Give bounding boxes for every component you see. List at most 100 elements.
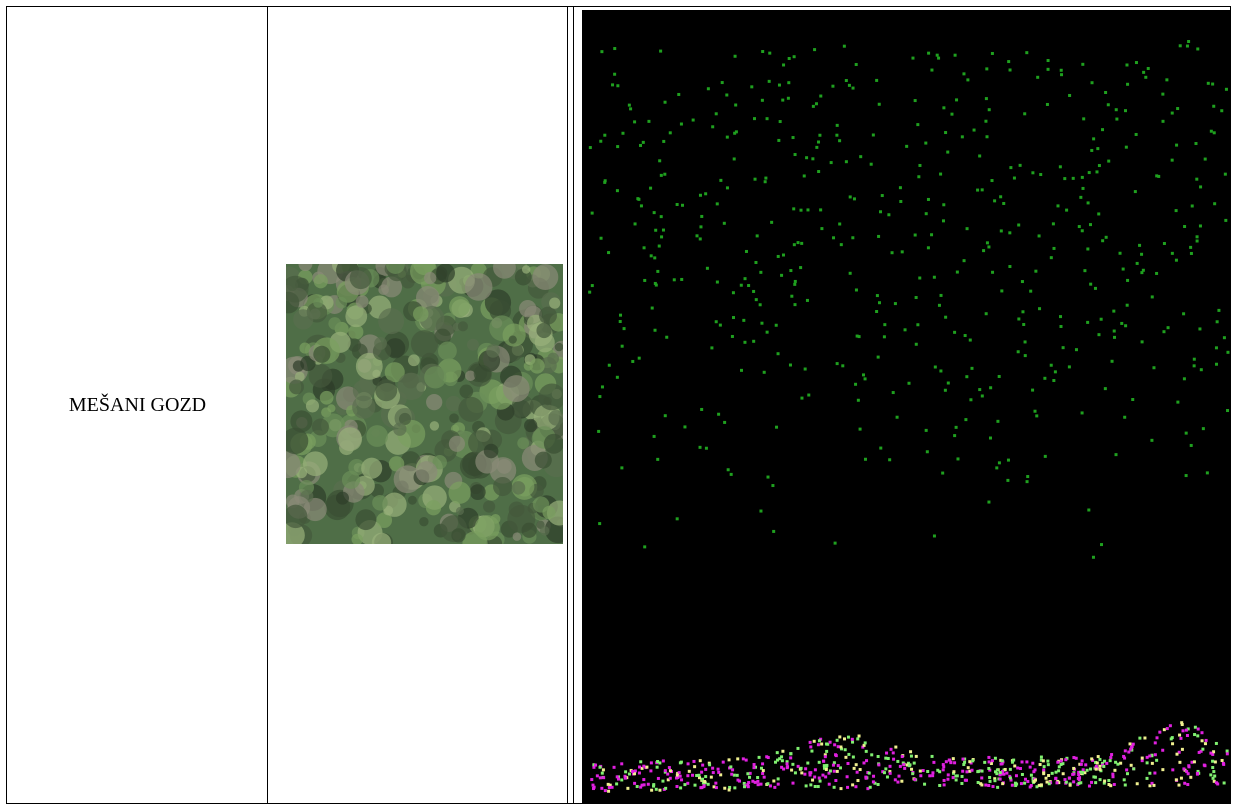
point <box>1178 761 1181 764</box>
point <box>1044 455 1047 458</box>
point <box>855 63 858 66</box>
point <box>999 195 1002 198</box>
point <box>856 771 859 774</box>
point <box>1094 781 1097 784</box>
point <box>1022 323 1025 326</box>
canopy-blob <box>449 413 459 423</box>
point <box>936 769 939 772</box>
canopy-blob <box>374 337 387 350</box>
point <box>1091 81 1094 84</box>
point <box>930 233 933 236</box>
point <box>1015 774 1018 777</box>
canopy-blob <box>335 297 347 309</box>
point <box>905 145 908 148</box>
point <box>1215 742 1218 745</box>
point <box>809 745 812 748</box>
point <box>759 303 762 306</box>
point <box>1226 750 1229 753</box>
point <box>1166 727 1169 730</box>
point <box>1191 204 1194 207</box>
point <box>913 762 916 765</box>
point <box>1125 768 1128 771</box>
canopy-blob <box>345 305 367 327</box>
point <box>964 779 967 782</box>
point <box>634 222 637 225</box>
point <box>1050 364 1053 367</box>
point <box>879 210 882 213</box>
point <box>1011 761 1014 764</box>
point <box>699 225 702 228</box>
point <box>914 99 917 102</box>
point <box>1136 782 1139 785</box>
canopy-blob <box>449 296 470 317</box>
point <box>726 186 729 189</box>
point <box>1182 767 1185 770</box>
point <box>862 761 865 764</box>
point <box>734 55 737 58</box>
point <box>1105 236 1108 239</box>
point <box>1065 209 1068 212</box>
point <box>927 246 930 249</box>
point <box>1063 177 1066 180</box>
point <box>717 413 720 416</box>
point <box>947 773 950 776</box>
point <box>680 278 683 281</box>
point <box>777 783 780 786</box>
point <box>591 212 594 215</box>
point <box>620 762 623 765</box>
image-background <box>582 10 1231 804</box>
point <box>1189 246 1192 249</box>
point <box>623 327 626 330</box>
point <box>1175 209 1178 212</box>
point <box>1023 112 1026 115</box>
point <box>1007 60 1010 63</box>
point <box>1035 414 1038 417</box>
point <box>700 408 703 411</box>
point <box>1046 760 1049 763</box>
point <box>937 57 940 60</box>
point <box>1193 733 1196 736</box>
point <box>817 743 820 746</box>
point <box>1201 739 1204 742</box>
point <box>1072 756 1075 759</box>
point <box>1146 761 1149 764</box>
point <box>1185 729 1188 732</box>
point <box>1171 159 1174 162</box>
point <box>787 97 790 100</box>
point <box>750 85 753 88</box>
point <box>1124 783 1127 786</box>
point <box>740 369 743 372</box>
point <box>956 774 959 777</box>
point <box>805 784 808 787</box>
point <box>1119 762 1122 765</box>
point <box>870 753 873 756</box>
point <box>1068 94 1071 97</box>
point <box>797 241 800 244</box>
point <box>1122 268 1125 271</box>
point <box>988 760 991 763</box>
point <box>1183 377 1186 380</box>
point <box>766 782 769 785</box>
point <box>1183 782 1186 785</box>
point <box>786 766 789 769</box>
point <box>945 760 948 763</box>
point <box>971 759 974 762</box>
canopy-blob <box>366 425 388 447</box>
point <box>756 780 759 783</box>
point <box>1025 51 1028 54</box>
point <box>707 783 710 786</box>
point <box>840 787 843 790</box>
point <box>746 783 749 786</box>
point <box>819 95 822 98</box>
point <box>1107 779 1110 782</box>
point <box>1102 765 1105 768</box>
point <box>1126 83 1129 86</box>
canopy-blob <box>483 500 495 512</box>
point <box>987 756 990 759</box>
point <box>1152 784 1155 787</box>
point <box>804 767 807 770</box>
point <box>1098 765 1101 768</box>
point <box>805 156 808 159</box>
point <box>900 780 903 783</box>
point <box>989 780 992 783</box>
